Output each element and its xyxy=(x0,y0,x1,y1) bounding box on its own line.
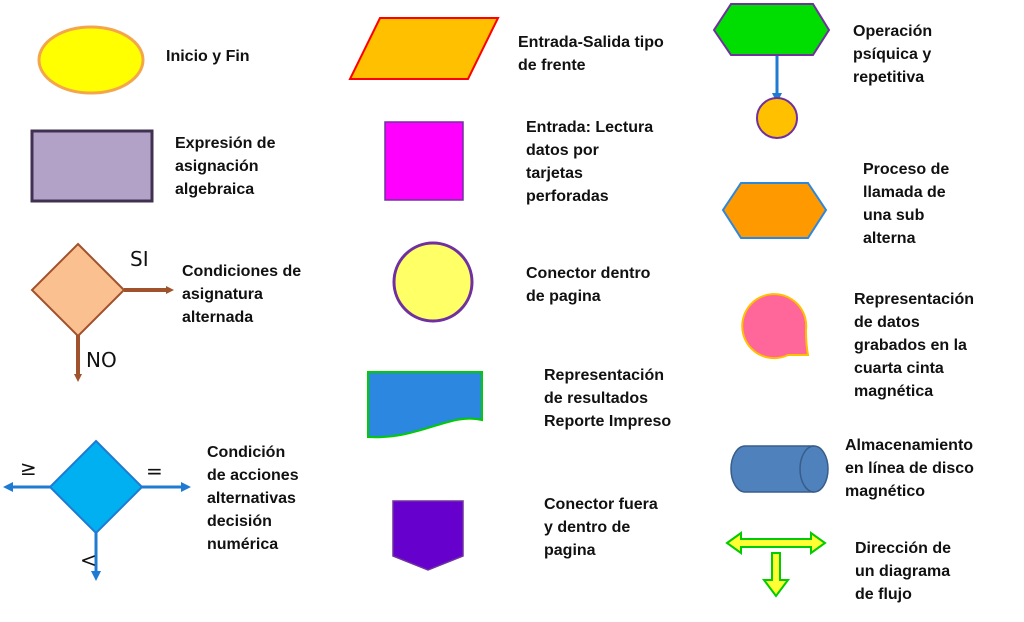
label-inicio-fin: Inicio y Fin xyxy=(166,48,250,65)
mark-no: NO xyxy=(86,348,117,372)
label-conector-pagina: Conector dentro de pagina xyxy=(526,265,651,305)
label-direccion: Dirección de un diagrama de flujo xyxy=(855,540,952,603)
punched-card-square-shape xyxy=(384,121,464,201)
label-conector-fuera: Conector fuera y dentro de pagina xyxy=(544,496,658,559)
operation-connector-circle-shape xyxy=(756,97,798,139)
label-disco: Almacenamiento en línea de disco magnéti… xyxy=(845,437,974,500)
label-entrada-salida: Entrada-Salida tipo de frente xyxy=(518,34,664,74)
mark-greater-equal: ≥ xyxy=(20,456,37,480)
offpage-connector-shape xyxy=(392,500,464,571)
mark-less-than: < xyxy=(80,548,97,572)
mark-si: SI xyxy=(130,247,149,271)
flow-direction-horizontal-arrow xyxy=(725,531,827,555)
numeric-decision-diamond-shape xyxy=(48,439,144,535)
label-condicion: Condiciones de asignatura alternada xyxy=(182,263,302,326)
page-connector-circle-shape xyxy=(392,241,474,323)
subroutine-hexagon-shape xyxy=(721,182,828,239)
mark-equal: = xyxy=(146,459,163,483)
label-reporte: Representación de resultados Reporte Imp… xyxy=(544,367,672,430)
label-asignacion: Expresión de asignación algebraica xyxy=(175,135,276,198)
process-rectangle-shape xyxy=(30,129,154,203)
disk-storage-shape xyxy=(730,445,829,493)
magnetic-tape-shape xyxy=(741,293,810,360)
label-cinta: Representación de datos grabados en la c… xyxy=(854,291,975,400)
flow-direction-down-arrow xyxy=(762,552,790,598)
label-tarjetas: Entrada: Lectura datos por tarjetas perf… xyxy=(526,119,654,205)
io-parallelogram-shape xyxy=(348,17,500,80)
disk-storage-edge xyxy=(799,445,815,493)
label-decision-numerica: Condición de acciones alternativas decis… xyxy=(207,444,299,553)
decision-diamond-shape xyxy=(30,242,126,338)
terminal-ellipse-shape xyxy=(37,25,145,95)
label-operacion-psiquica: Operación psíquica y repetitiva xyxy=(853,23,933,86)
repetitive-operation-hexagon-shape xyxy=(712,3,831,56)
printed-document-shape xyxy=(367,371,483,439)
label-subalterna: Proceso de llamada de una sub alterna xyxy=(863,161,950,247)
